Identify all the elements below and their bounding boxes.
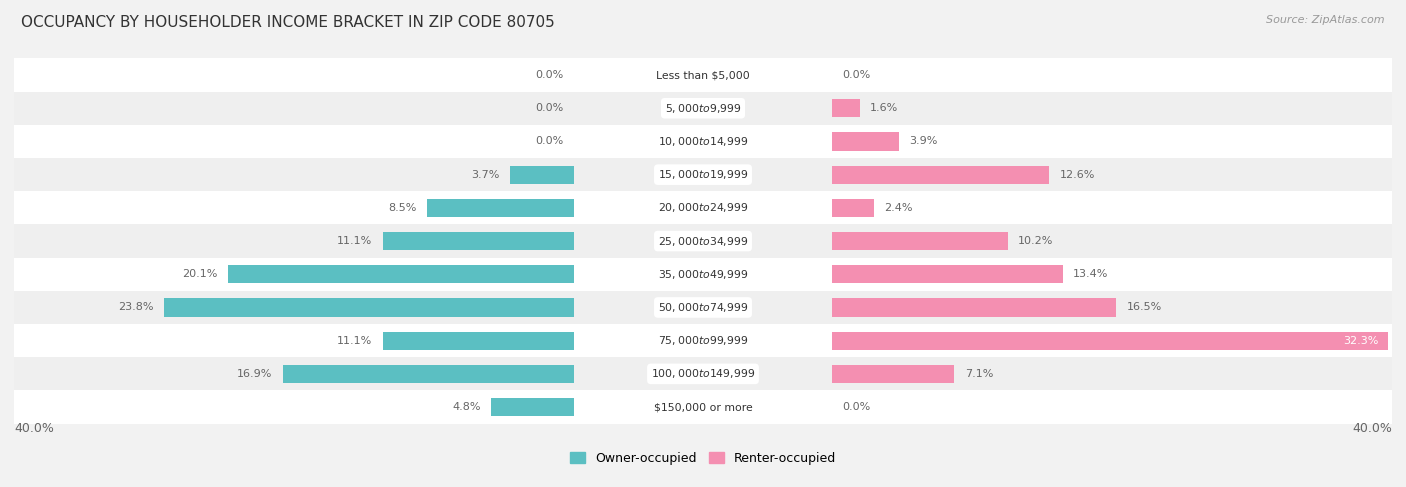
Bar [14,324,1392,357]
Bar [832,299,1116,317]
Text: 32.3%: 32.3% [1343,336,1378,346]
Text: $100,000 to $149,999: $100,000 to $149,999 [651,367,755,380]
Bar [832,365,955,383]
Bar [832,99,859,117]
Text: Less than $5,000: Less than $5,000 [657,70,749,80]
Text: 40.0%: 40.0% [1353,422,1392,435]
Text: 16.5%: 16.5% [1126,302,1161,313]
Bar [427,199,574,217]
Text: $50,000 to $74,999: $50,000 to $74,999 [658,301,748,314]
Text: 40.0%: 40.0% [14,422,53,435]
Bar [228,265,574,283]
Bar [14,191,1392,225]
Bar [832,332,1389,350]
Bar [14,391,1392,424]
Bar [14,291,1392,324]
Text: 1.6%: 1.6% [870,103,898,113]
Bar [165,299,574,317]
Text: 11.1%: 11.1% [337,336,373,346]
Text: 23.8%: 23.8% [118,302,153,313]
Text: 12.6%: 12.6% [1060,169,1095,180]
Text: $10,000 to $14,999: $10,000 to $14,999 [658,135,748,148]
Text: 0.0%: 0.0% [842,402,870,412]
Text: 10.2%: 10.2% [1018,236,1053,246]
Bar [832,132,900,150]
Bar [14,357,1392,391]
Text: 8.5%: 8.5% [388,203,418,213]
Text: $15,000 to $19,999: $15,000 to $19,999 [658,168,748,181]
Text: $5,000 to $9,999: $5,000 to $9,999 [665,102,741,115]
Bar [14,258,1392,291]
Text: $25,000 to $34,999: $25,000 to $34,999 [658,235,748,247]
Bar [283,365,574,383]
Text: 11.1%: 11.1% [337,236,373,246]
Text: 3.7%: 3.7% [471,169,499,180]
Text: 3.9%: 3.9% [910,136,938,147]
Text: 13.4%: 13.4% [1073,269,1109,279]
Bar [14,92,1392,125]
Text: 20.1%: 20.1% [181,269,218,279]
Text: $150,000 or more: $150,000 or more [654,402,752,412]
Text: $75,000 to $99,999: $75,000 to $99,999 [658,334,748,347]
Text: 7.1%: 7.1% [965,369,993,379]
Bar [832,232,1008,250]
Bar [832,166,1049,184]
Bar [14,125,1392,158]
Legend: Owner-occupied, Renter-occupied: Owner-occupied, Renter-occupied [569,452,837,465]
Text: 0.0%: 0.0% [536,103,564,113]
Text: $20,000 to $24,999: $20,000 to $24,999 [658,201,748,214]
Text: 2.4%: 2.4% [884,203,912,213]
Bar [14,58,1392,92]
Bar [14,158,1392,191]
Bar [382,332,574,350]
Text: Source: ZipAtlas.com: Source: ZipAtlas.com [1267,15,1385,25]
Text: 0.0%: 0.0% [536,136,564,147]
Text: 0.0%: 0.0% [536,70,564,80]
Bar [832,265,1063,283]
Bar [382,232,574,250]
Bar [510,166,574,184]
Text: 16.9%: 16.9% [238,369,273,379]
Bar [14,225,1392,258]
Bar [832,199,873,217]
Bar [491,398,574,416]
Text: $35,000 to $49,999: $35,000 to $49,999 [658,268,748,281]
Text: OCCUPANCY BY HOUSEHOLDER INCOME BRACKET IN ZIP CODE 80705: OCCUPANCY BY HOUSEHOLDER INCOME BRACKET … [21,15,555,30]
Text: 4.8%: 4.8% [453,402,481,412]
Text: 0.0%: 0.0% [842,70,870,80]
